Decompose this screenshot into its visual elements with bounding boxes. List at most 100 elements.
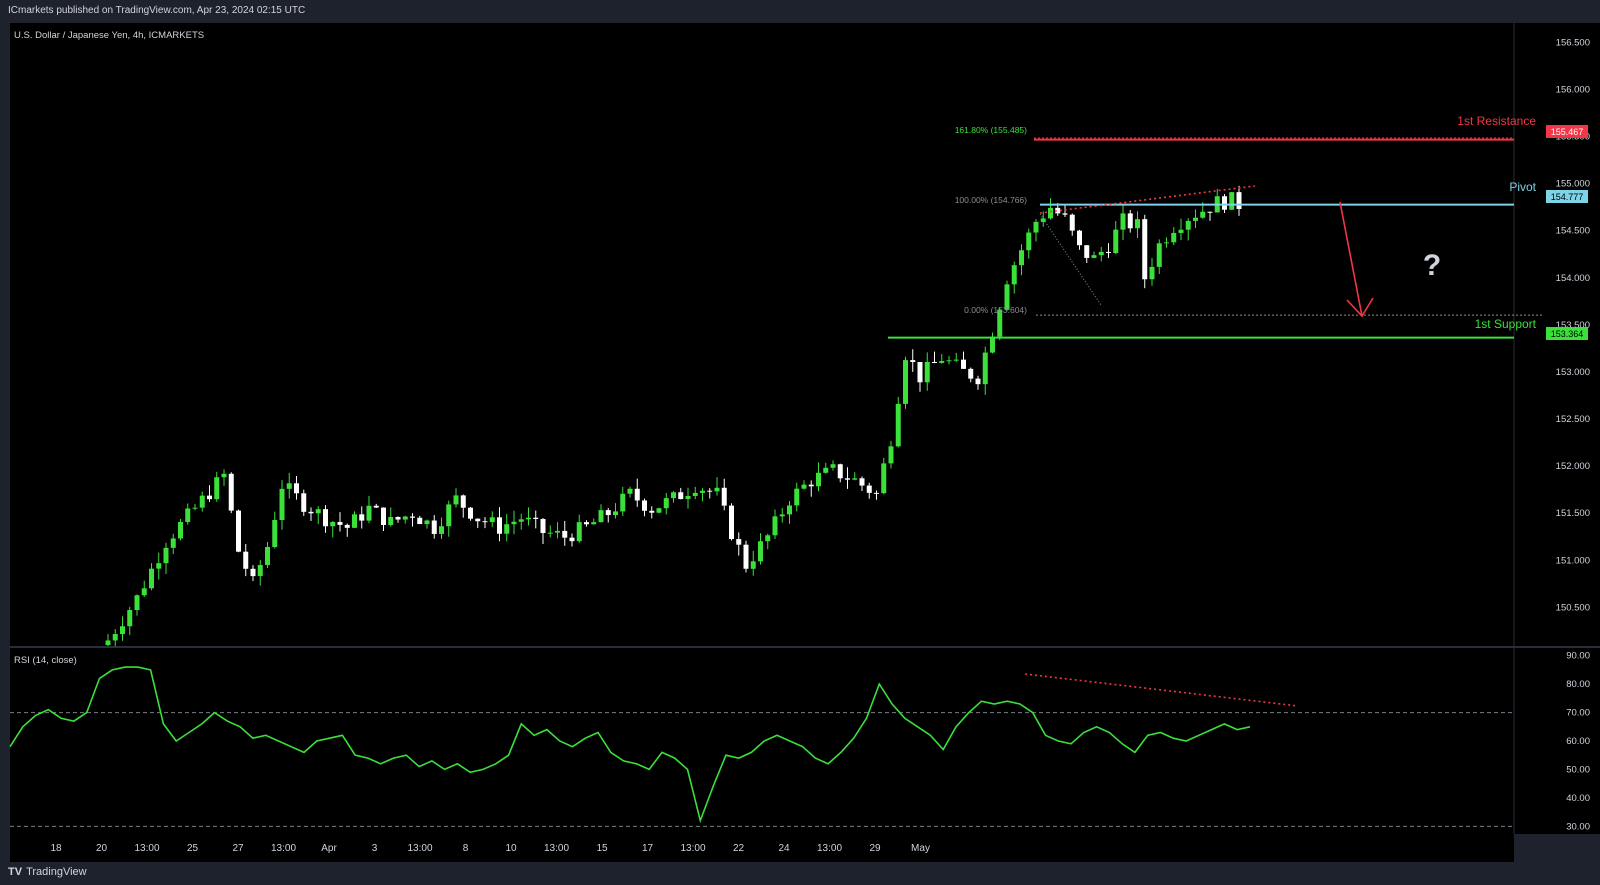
pivot-price: 154.777 xyxy=(1551,192,1584,202)
candle-body xyxy=(765,535,771,542)
down-arrow[interactable] xyxy=(1339,201,1374,318)
candle-body xyxy=(982,352,988,385)
candle-body xyxy=(576,522,582,542)
candle-body xyxy=(924,361,930,383)
candle-body xyxy=(968,368,974,379)
candle-body xyxy=(526,517,531,520)
tradingview-logo[interactable]: TV TradingView xyxy=(8,866,87,878)
candle-body xyxy=(866,485,872,493)
candle-body xyxy=(961,359,966,369)
time-tick-label: 13:00 xyxy=(817,843,842,854)
candle-body xyxy=(156,563,162,569)
time-tick-label: 10 xyxy=(505,843,517,854)
candle-body xyxy=(352,514,357,528)
candle-body xyxy=(1098,251,1104,256)
candle-body xyxy=(729,505,734,540)
candle-body xyxy=(779,514,785,517)
candle-body xyxy=(1207,211,1213,213)
time-tick-label: 17 xyxy=(642,843,654,854)
candle-body xyxy=(1084,245,1090,258)
candle-body xyxy=(199,495,205,508)
candle-body xyxy=(482,521,488,523)
candle-body xyxy=(388,516,394,525)
candle-body xyxy=(874,492,879,494)
candle-body xyxy=(816,472,821,487)
price-tick-label: 154.500 xyxy=(1556,226,1590,237)
candle-body xyxy=(1193,217,1198,221)
candle-body xyxy=(497,517,502,534)
candle-body xyxy=(1113,229,1119,254)
candle-body xyxy=(504,524,510,534)
candle-body xyxy=(736,539,742,545)
candle-body xyxy=(417,517,423,525)
rsi-tick-label: 40.00 xyxy=(1566,793,1590,804)
tradingview-logo-icon: TV xyxy=(8,866,23,878)
price-tick-label: 151.000 xyxy=(1556,555,1590,566)
time-tick-label: 18 xyxy=(50,843,62,854)
candle-body xyxy=(243,551,249,569)
price-tick-label: 153.000 xyxy=(1556,367,1590,378)
candle-body xyxy=(1069,214,1075,231)
candle-body xyxy=(192,507,198,509)
candle-body xyxy=(489,517,495,523)
candle-body xyxy=(634,488,640,501)
price-axis[interactable] xyxy=(1514,23,1600,834)
candle-body xyxy=(1222,196,1227,210)
candle-body xyxy=(323,509,328,527)
candle-body xyxy=(1048,207,1053,219)
candle-body xyxy=(286,483,292,489)
time-tick-label: 13:00 xyxy=(407,843,432,854)
candle-body xyxy=(895,403,901,447)
time-tick-label: 27 xyxy=(232,843,244,854)
candle-body xyxy=(910,360,916,363)
time-tick-label: 13:00 xyxy=(680,843,705,854)
rsi-pane[interactable] xyxy=(10,648,1514,834)
publish-info: ICmarkets published on TradingView.com, … xyxy=(8,5,306,16)
time-tick-label: 13:00 xyxy=(134,843,159,854)
candle-body xyxy=(598,510,604,523)
price-trendline[interactable] xyxy=(1039,185,1256,214)
candle-body xyxy=(671,492,676,499)
candle-body xyxy=(772,516,778,536)
candle-body xyxy=(475,518,481,522)
time-tick-label: 15 xyxy=(596,843,608,854)
rsi-tick-label: 80.00 xyxy=(1566,679,1590,690)
fib-anchor-line[interactable] xyxy=(1039,213,1102,306)
candle-body xyxy=(997,309,1003,337)
candle-body xyxy=(837,464,843,479)
candle-body xyxy=(591,522,597,525)
candle-body xyxy=(141,588,147,596)
candle-body xyxy=(859,478,865,486)
resistance-label: 1st Resistance xyxy=(1457,114,1536,128)
rsi-tick-label: 90.00 xyxy=(1566,651,1590,662)
candle-body xyxy=(845,478,850,480)
candle-body xyxy=(315,509,321,514)
candle-body xyxy=(1033,221,1039,233)
pivot-label: Pivot xyxy=(1509,180,1536,194)
candle-body xyxy=(852,478,858,480)
candle-body xyxy=(207,495,212,500)
candle-body xyxy=(431,520,437,534)
time-axis[interactable] xyxy=(10,834,1514,862)
price-chart[interactable]: U.S. Dollar / Japanese Yen, 4h, ICMARKET… xyxy=(0,22,1600,862)
candle-body xyxy=(395,516,401,520)
candle-body xyxy=(1011,265,1017,285)
candle-body xyxy=(787,505,792,515)
candle-body xyxy=(236,510,241,552)
candle-body xyxy=(555,530,560,533)
candle-body xyxy=(1156,243,1162,267)
candle-body xyxy=(359,514,365,521)
candle-body xyxy=(460,495,466,508)
candle-body xyxy=(721,487,727,506)
candle-body xyxy=(692,492,698,496)
rsi-divergence-line[interactable] xyxy=(1024,673,1299,707)
candle-body xyxy=(178,522,183,539)
time-tick-label: 29 xyxy=(869,843,881,854)
rsi-tick-label: 50.00 xyxy=(1566,764,1590,775)
rsi-tick-label: 70.00 xyxy=(1566,708,1590,719)
candle-body xyxy=(975,378,981,385)
candle-body xyxy=(439,526,444,534)
time-tick-label: Apr xyxy=(321,843,337,854)
candle-body xyxy=(540,519,546,534)
rsi-tick-label: 30.00 xyxy=(1566,821,1590,832)
